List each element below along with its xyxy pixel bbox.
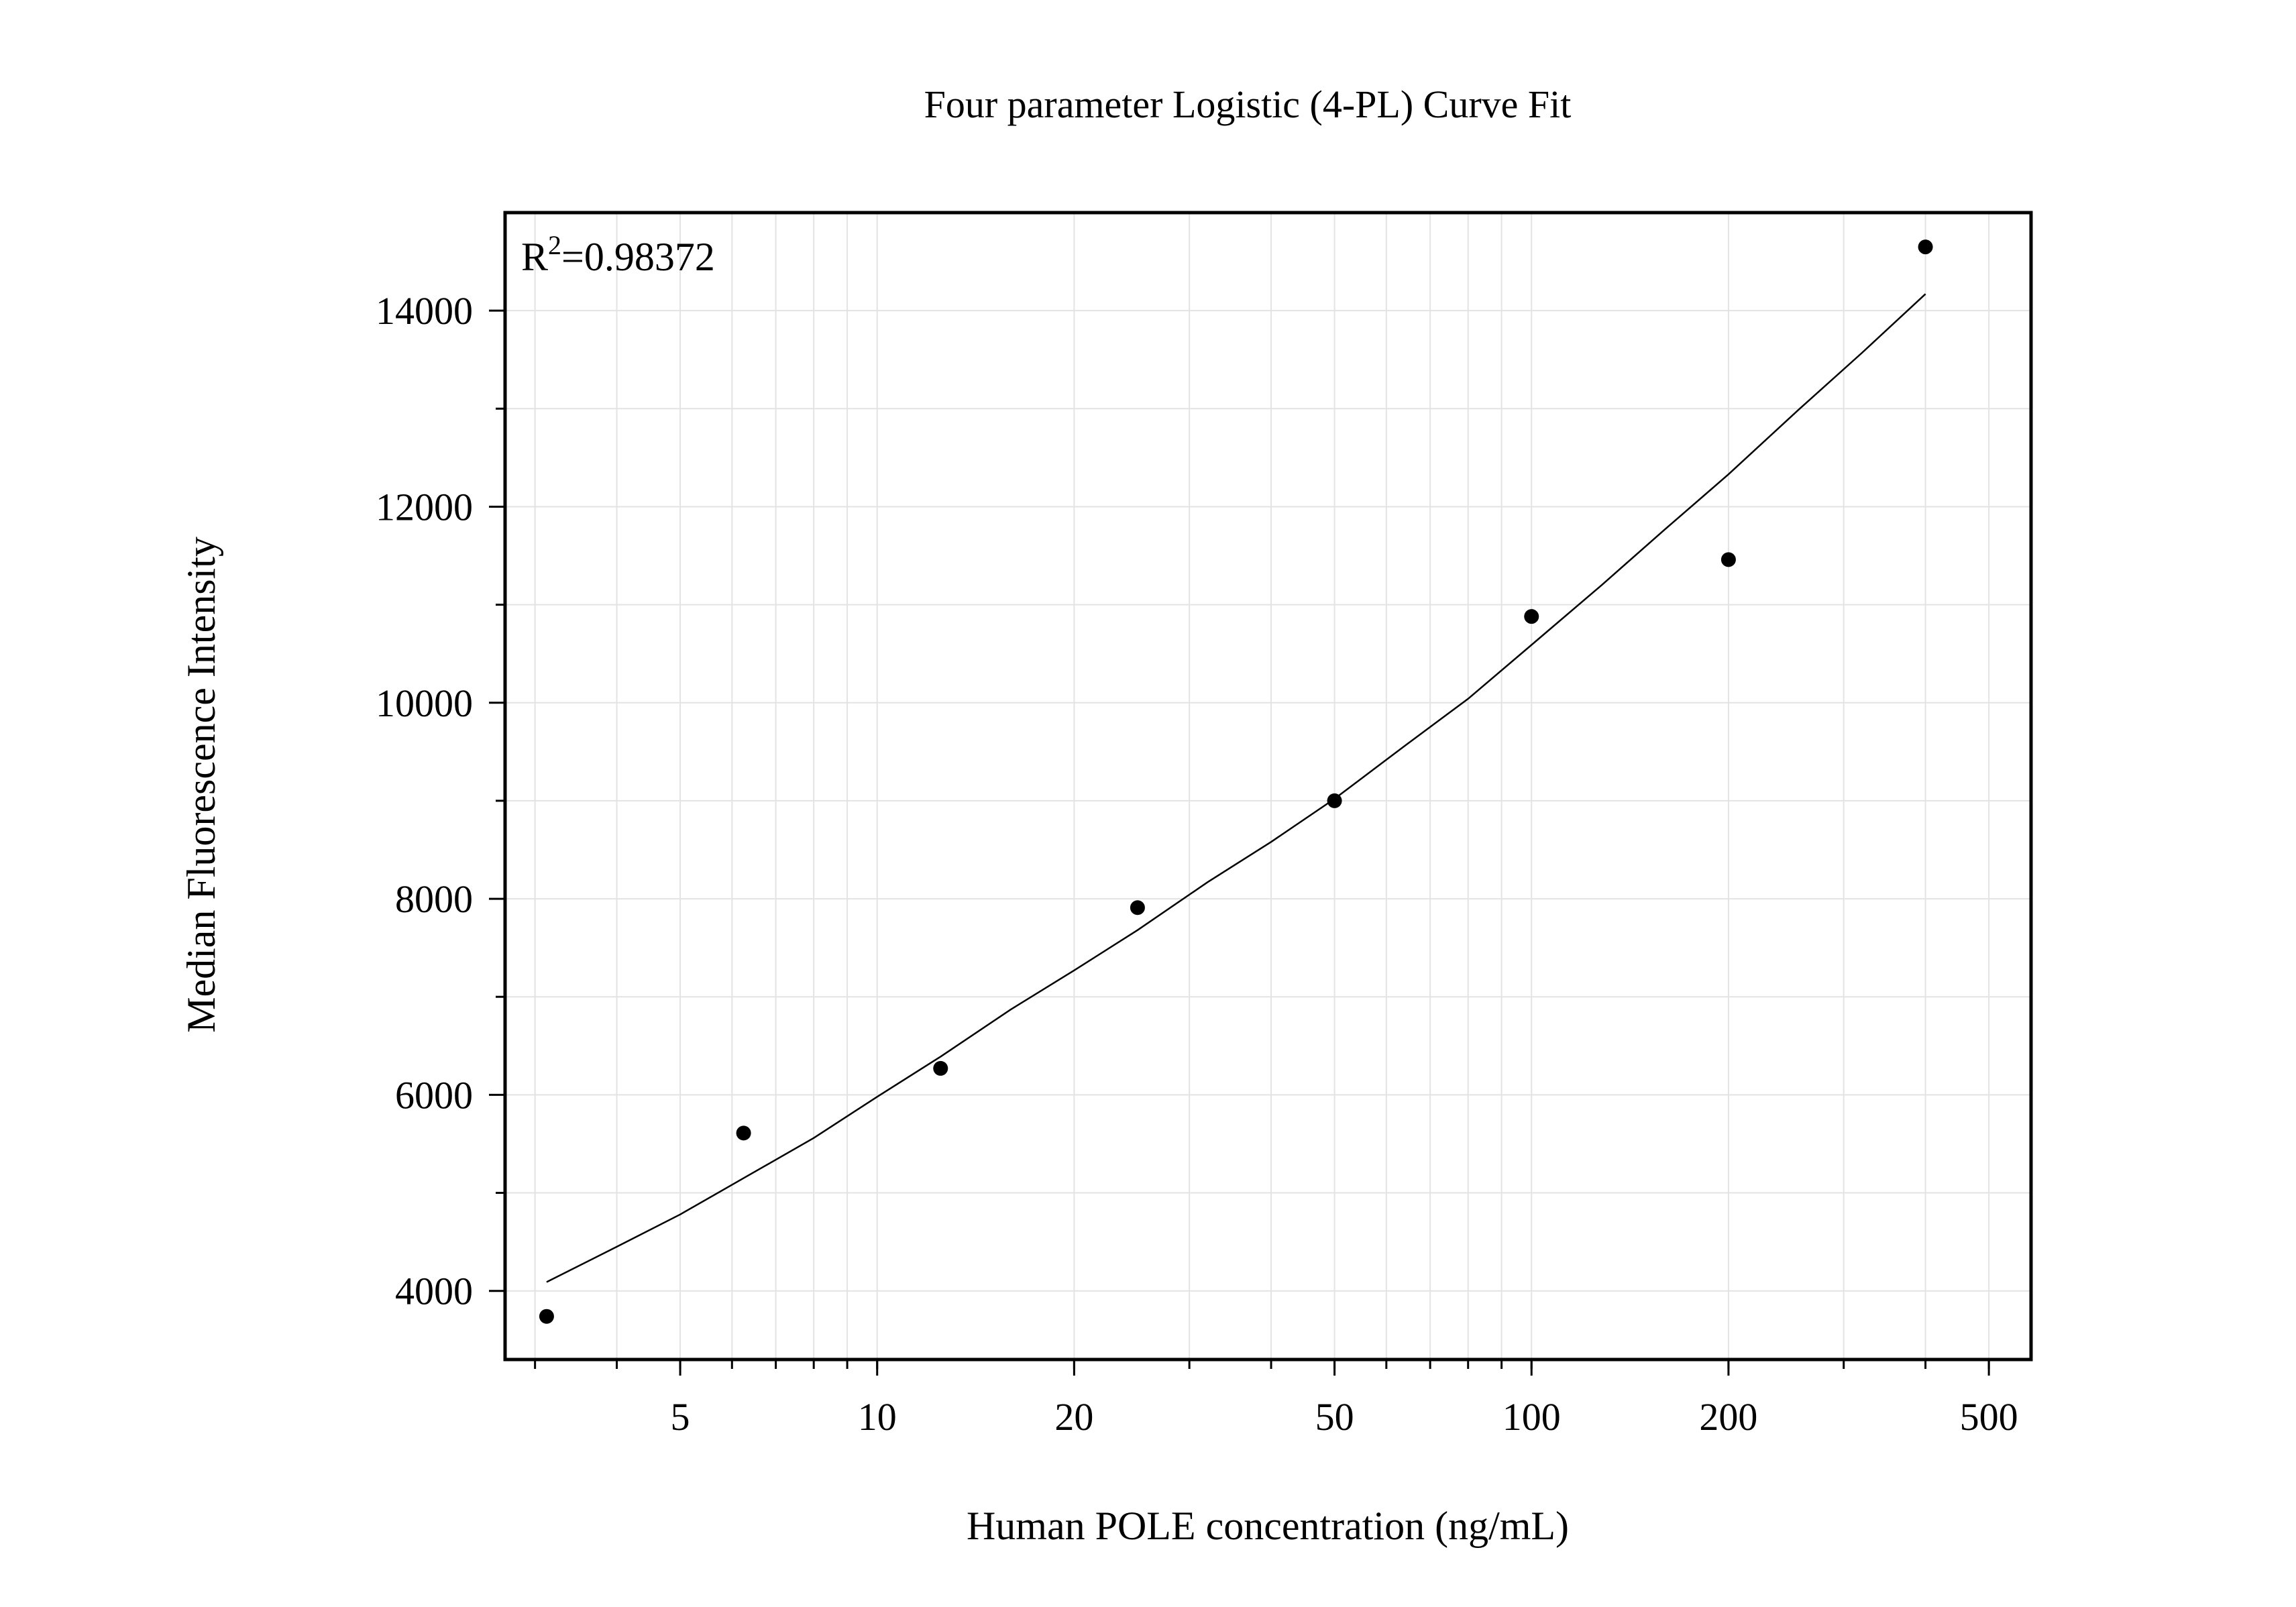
r2-prefix: R <box>521 235 548 279</box>
data-point <box>1327 793 1342 808</box>
x-tick-label: 500 <box>1960 1395 2018 1439</box>
x-axis-label: Human POLE concentration (ng/mL) <box>967 1504 1569 1548</box>
data-point <box>1918 239 1933 255</box>
fit-curve <box>546 293 1926 1283</box>
r2-value: =0.98372 <box>561 235 715 279</box>
plot-frame <box>503 211 2033 1362</box>
y-tick-label: 10000 <box>376 681 473 725</box>
axis-ticks <box>489 309 1990 1376</box>
fit-curve-layer <box>546 293 1926 1283</box>
x-tick-label: 200 <box>1699 1395 1757 1439</box>
data-point <box>933 1060 948 1076</box>
x-tick-label: 20 <box>1054 1395 1093 1439</box>
x-tick-label: 10 <box>858 1395 897 1439</box>
x-tick-label: 5 <box>671 1395 690 1439</box>
y-axis-label: Median Fluorescence Intensity <box>179 537 223 1033</box>
data-point <box>736 1125 751 1141</box>
data-point <box>1524 609 1539 624</box>
data-point <box>539 1309 554 1324</box>
r2-annotation: R2=0.98372 <box>521 230 715 279</box>
y-tick-label: 4000 <box>395 1270 473 1313</box>
data-points <box>539 239 1933 1324</box>
grid <box>505 213 2031 1360</box>
y-tick-label: 6000 <box>395 1073 473 1117</box>
y-tick-label: 12000 <box>376 485 473 529</box>
y-tick-label: 14000 <box>376 289 473 333</box>
y-tick-label: 8000 <box>395 877 473 921</box>
x-tick-label: 100 <box>1502 1395 1561 1439</box>
r2-superscript: 2 <box>548 230 561 260</box>
data-point <box>1720 552 1736 567</box>
data-point <box>1130 900 1145 916</box>
chart-title: Four parameter Logistic (4-PL) Curve Fit <box>924 82 1572 126</box>
x-tick-label: 50 <box>1315 1395 1354 1439</box>
tick-labels: 5 10 20 50 100 200 500 4000 6000 8000 10000 12000 14… <box>376 289 2018 1439</box>
